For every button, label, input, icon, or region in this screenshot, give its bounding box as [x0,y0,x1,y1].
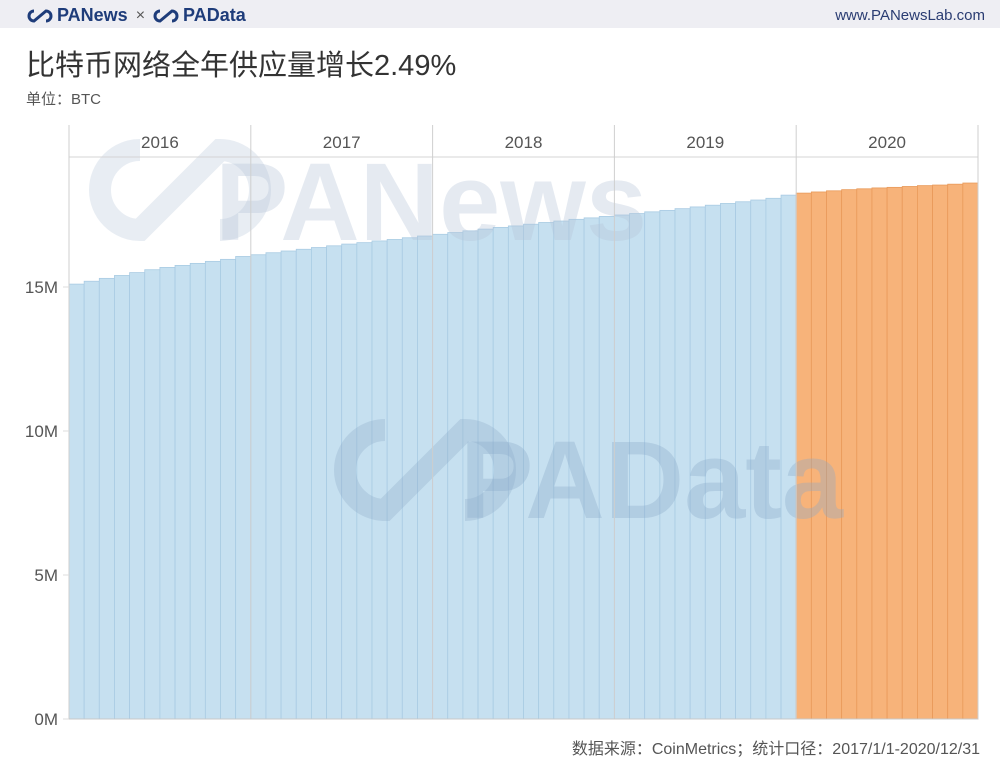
bar-2016-7 [159,267,176,720]
brand-logos: PANews × PAData [27,5,246,26]
brand-panews: PANews [57,5,128,25]
watermark-panews: PANews [215,141,647,264]
padata-logo-icon [153,8,179,23]
bar-2016-4 [114,275,130,720]
bar-2016-8 [174,264,191,720]
y-tick-label: 5M [34,566,58,585]
bar-2017-9 [371,240,388,720]
facet-label-2016: 2016 [141,133,179,152]
bar-2016-5 [129,272,146,720]
bar-2020-4 [841,189,858,720]
y-tick-label: 0M [34,710,58,729]
bar-2017-1 [250,254,267,720]
brand-padata: PAData [183,5,246,25]
brand-separator: × [135,6,146,24]
bar-2017-3 [280,250,297,720]
bar-2016-2 [83,280,100,720]
panews-logo-icon [27,8,53,23]
bar-2016-10 [204,260,221,720]
data-source-note: 数据来源：CoinMetrics；统计口径：2017/1/1-2020/12/3… [571,741,980,758]
bar-2020-10 [932,184,949,720]
bar-2017-2 [265,252,282,720]
bar-2020-5 [856,188,873,720]
bar-2017-8 [356,242,373,720]
bar-2020-7 [886,186,903,720]
bar-2018-1 [432,233,449,720]
bar-2020-12 [962,182,979,720]
facet-label-2020: 2020 [868,133,906,152]
chart-title: 比特币网络全年供应量增长2.49% [26,50,457,82]
bar-2016-9 [189,262,206,720]
website-link[interactable]: www.PANewsLab.com [835,7,985,24]
watermark-logo-icon [89,138,271,242]
header-bar: PANews × PAData www.PANewsLab.com [0,0,1000,28]
bar-2020-6 [871,187,888,720]
bar-2017-5 [310,247,327,720]
bar-2016-1 [68,283,85,720]
facet-label-2017: 2017 [323,133,361,152]
bar-2017-10 [386,239,403,720]
y-tick-label: 15M [25,278,58,297]
facet-label-2018: 2018 [505,133,543,152]
bar-2020-8 [901,186,918,720]
bar-2016-3 [98,277,115,720]
bar-2020-11 [947,183,964,720]
bar-2020-9 [917,185,933,720]
facet-label-2019: 2019 [686,133,724,152]
bar-2016-12 [235,256,252,720]
bar-2017-4 [295,248,312,720]
watermark-padata: PAData [460,419,844,542]
unit-label: 单位：BTC [26,91,102,108]
bar-2016-11 [220,258,237,720]
y-tick-label: 10M [25,422,58,441]
bar-2016-6 [144,269,161,720]
watermark-logo-icon [334,418,516,522]
